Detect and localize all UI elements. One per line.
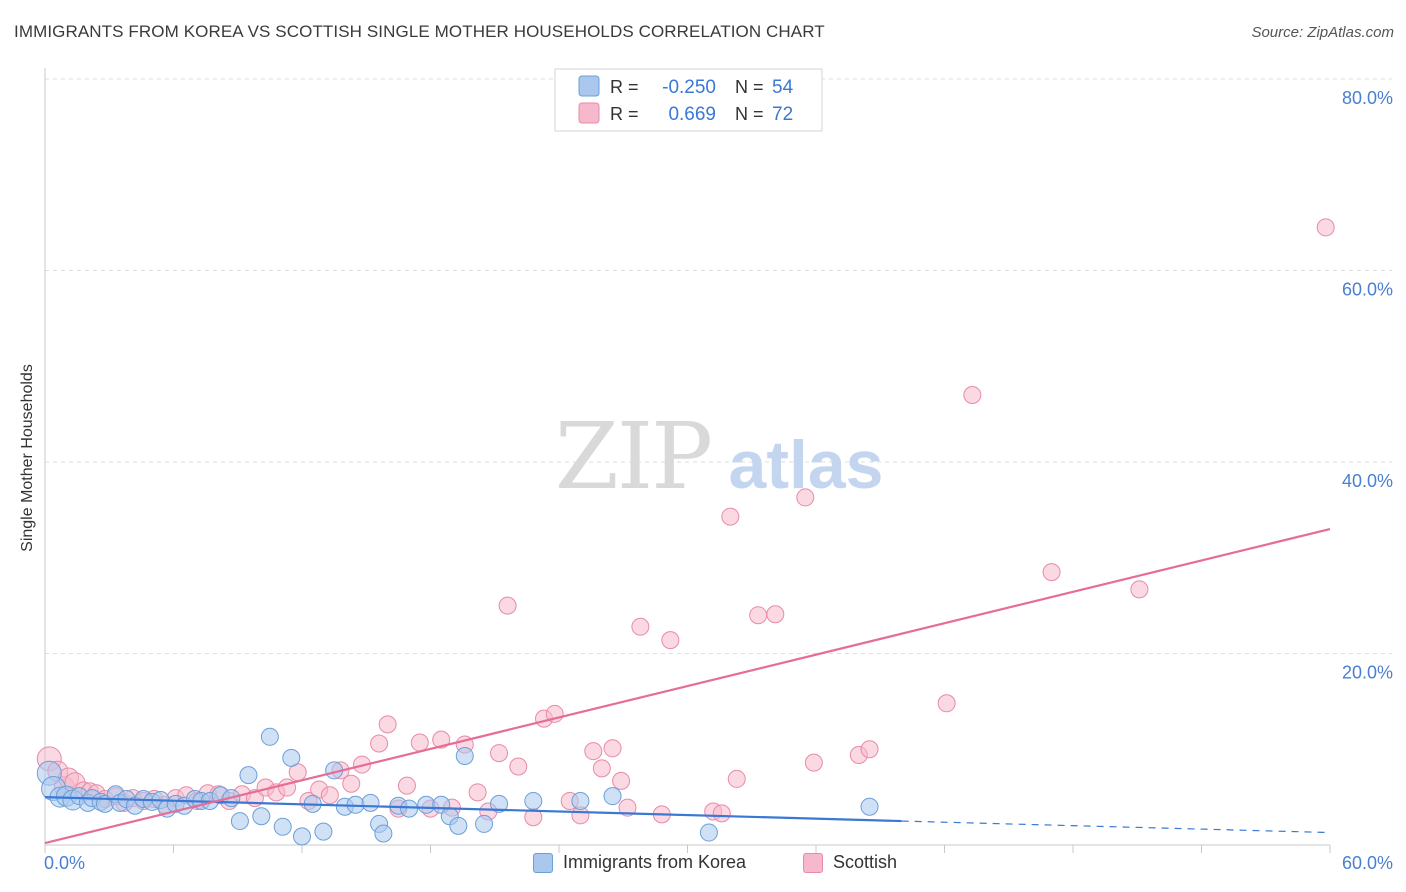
legend-n-value-pink: 72 bbox=[772, 104, 793, 125]
legend-swatch-blue bbox=[578, 75, 600, 97]
chart-title: IMMIGRANTS FROM KOREA VS SCOTTISH SINGLE… bbox=[14, 22, 825, 41]
pink-point bbox=[509, 757, 528, 776]
legend-n-value-blue: 54 bbox=[772, 77, 794, 98]
pink-point bbox=[397, 776, 416, 795]
pink-point bbox=[592, 759, 611, 778]
series-legend: Immigrants from Korea Scottish bbox=[0, 852, 1406, 878]
pink-point bbox=[766, 605, 785, 624]
y-tick-label: 40.0% bbox=[1342, 471, 1393, 491]
legend-label-scottish: Scottish bbox=[833, 852, 898, 872]
pink-point bbox=[712, 804, 731, 823]
pink-point bbox=[612, 771, 631, 790]
blue-point bbox=[571, 791, 590, 810]
source-credit: Source: ZipAtlas.com bbox=[1251, 24, 1394, 41]
blue-point bbox=[449, 816, 468, 835]
pink-point bbox=[749, 606, 768, 625]
pink-point bbox=[937, 694, 956, 713]
pink-point bbox=[804, 753, 823, 772]
pink-point bbox=[410, 733, 429, 752]
blue-point bbox=[293, 827, 311, 846]
y-tick-label: 60.0% bbox=[1342, 280, 1393, 300]
pink-point bbox=[432, 730, 451, 749]
legend-r-label-blue: R = bbox=[610, 77, 639, 97]
blue-point bbox=[603, 787, 622, 806]
pink-point bbox=[370, 734, 389, 753]
pink-trend-line bbox=[44, 527, 1331, 845]
legend-item-korea[interactable]: Immigrants from Korea bbox=[533, 852, 746, 873]
pink-point bbox=[631, 617, 650, 636]
blue-point bbox=[400, 799, 419, 818]
pink-point bbox=[320, 786, 339, 805]
blue-point bbox=[273, 817, 292, 836]
blue-point bbox=[314, 822, 333, 841]
y-tick-label: 80.0% bbox=[1342, 88, 1393, 108]
pink-point bbox=[1316, 218, 1335, 237]
blue-point bbox=[239, 766, 258, 785]
blue-point bbox=[475, 814, 494, 833]
trend-lines bbox=[44, 527, 1331, 845]
legend-label-korea: Immigrants from Korea bbox=[563, 852, 747, 872]
pink-point bbox=[1042, 563, 1061, 582]
x-tick-label: 0.0% bbox=[44, 853, 85, 873]
pink-point bbox=[727, 769, 746, 788]
pink-point bbox=[963, 385, 982, 404]
blue-point bbox=[860, 797, 879, 816]
x-tick-labels: 0.0% 60.0% bbox=[44, 853, 1393, 873]
pink-point bbox=[860, 740, 879, 759]
blue-point bbox=[252, 807, 271, 826]
blue-trend-line bbox=[44, 796, 902, 823]
pink-point bbox=[661, 631, 680, 650]
blue-point bbox=[361, 793, 380, 812]
pink-point bbox=[378, 715, 397, 734]
pink-point bbox=[498, 596, 517, 615]
stats-legend: R = -0.250 N = 54 R = 0.669 N = 72 bbox=[554, 68, 823, 132]
pink-point bbox=[1130, 580, 1149, 599]
blue-point bbox=[699, 823, 718, 842]
legend-n-label-blue: N = bbox=[735, 77, 764, 97]
legend-r-value-pink: 0.669 bbox=[668, 104, 716, 125]
pink-point bbox=[490, 744, 509, 763]
blue-point bbox=[230, 812, 249, 831]
blue-point bbox=[282, 748, 301, 767]
y-tick-label: 20.0% bbox=[1342, 663, 1393, 683]
pink-point bbox=[342, 774, 361, 793]
legend-swatch-scottish bbox=[803, 852, 823, 873]
pink-point bbox=[603, 739, 622, 758]
blue-point bbox=[490, 794, 509, 813]
legend-r-value-blue: -0.250 bbox=[662, 77, 716, 98]
blue-point bbox=[455, 746, 474, 765]
legend-item-scottish[interactable]: Scottish bbox=[803, 852, 897, 873]
pink-point bbox=[796, 488, 815, 507]
legend-n-label-pink: N = bbox=[735, 104, 764, 124]
watermark: ZIP atlas bbox=[555, 403, 884, 510]
blue-point bbox=[374, 824, 393, 843]
y-tick-labels: 20.0% 40.0% 60.0% 80.0% bbox=[1342, 88, 1393, 683]
blue-point bbox=[260, 727, 279, 746]
x-tick-label: 60.0% bbox=[1342, 853, 1393, 873]
blue-point bbox=[524, 791, 543, 810]
legend-swatch-korea bbox=[533, 852, 553, 873]
blue-trend-extension bbox=[901, 820, 1331, 834]
legend-swatch-pink bbox=[578, 102, 600, 124]
watermark-zip: ZIP bbox=[555, 403, 711, 510]
pink-points bbox=[36, 218, 1335, 827]
blue-point bbox=[417, 795, 436, 814]
pink-point bbox=[584, 742, 603, 761]
pink-point bbox=[468, 783, 487, 802]
pink-point bbox=[618, 798, 637, 817]
grid-lines bbox=[45, 78, 1392, 654]
pink-point bbox=[721, 507, 740, 526]
axes bbox=[44, 68, 1331, 853]
legend-r-label-pink: R = bbox=[610, 104, 639, 124]
